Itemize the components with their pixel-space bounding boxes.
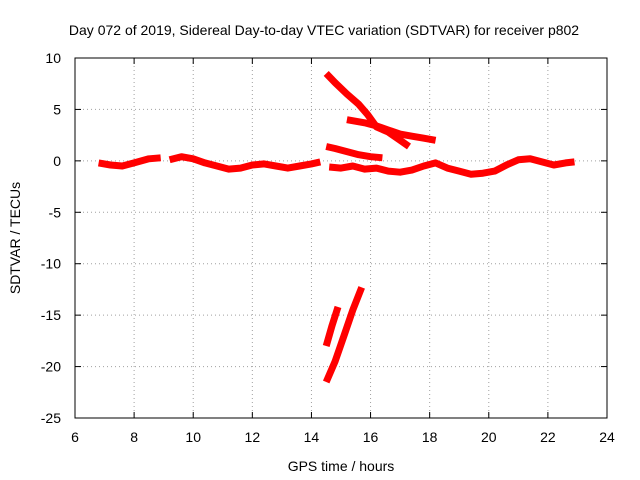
x-tick-label: 14 bbox=[304, 429, 320, 445]
y-tick-label: 5 bbox=[53, 101, 61, 117]
x-axis-label: GPS time / hours bbox=[288, 458, 395, 474]
y-axis-label: SDTVAR / TECUs bbox=[7, 182, 23, 294]
y-tick-label: 0 bbox=[53, 153, 61, 169]
series-rising-arc-lower bbox=[346, 116, 437, 144]
x-tick-labels: 6 8 10 12 14 16 18 20 22 24 bbox=[71, 429, 615, 445]
series-group bbox=[97, 70, 575, 384]
x-tick-label: 8 bbox=[130, 429, 138, 445]
x-tick-label: 16 bbox=[363, 429, 379, 445]
series-main-band-a bbox=[97, 154, 161, 170]
x-tick-label: 6 bbox=[71, 429, 79, 445]
x-tick-label: 20 bbox=[481, 429, 497, 445]
y-tick-label: -25 bbox=[41, 410, 61, 426]
ticks bbox=[74, 57, 608, 419]
y-tick-label: -20 bbox=[41, 359, 61, 375]
x-tick-label: 24 bbox=[599, 429, 615, 445]
series-dip-arc-2 bbox=[322, 286, 365, 384]
y-tick-labels: 10 5 0 -5 -10 -15 -20 -25 bbox=[41, 50, 61, 426]
y-tick-label: 10 bbox=[45, 50, 61, 66]
x-tick-label: 22 bbox=[540, 429, 556, 445]
x-tick-label: 18 bbox=[422, 429, 438, 445]
chart-title: Day 072 of 2019, Sidereal Day-to-day VTE… bbox=[69, 22, 579, 38]
grid bbox=[75, 58, 607, 418]
plot-frame bbox=[74, 57, 608, 419]
series-rising-arc-upper bbox=[323, 70, 412, 150]
y-tick-label: -10 bbox=[41, 256, 61, 272]
series-dip-arc-1 bbox=[322, 305, 342, 347]
series-mid-arc bbox=[325, 143, 383, 162]
x-tick-label: 12 bbox=[245, 429, 261, 445]
y-tick-label: -5 bbox=[49, 204, 62, 220]
x-tick-label: 10 bbox=[185, 429, 201, 445]
series-main-band-b bbox=[168, 153, 322, 173]
series-main-band-c bbox=[328, 155, 575, 178]
y-tick-label: -15 bbox=[41, 307, 61, 323]
